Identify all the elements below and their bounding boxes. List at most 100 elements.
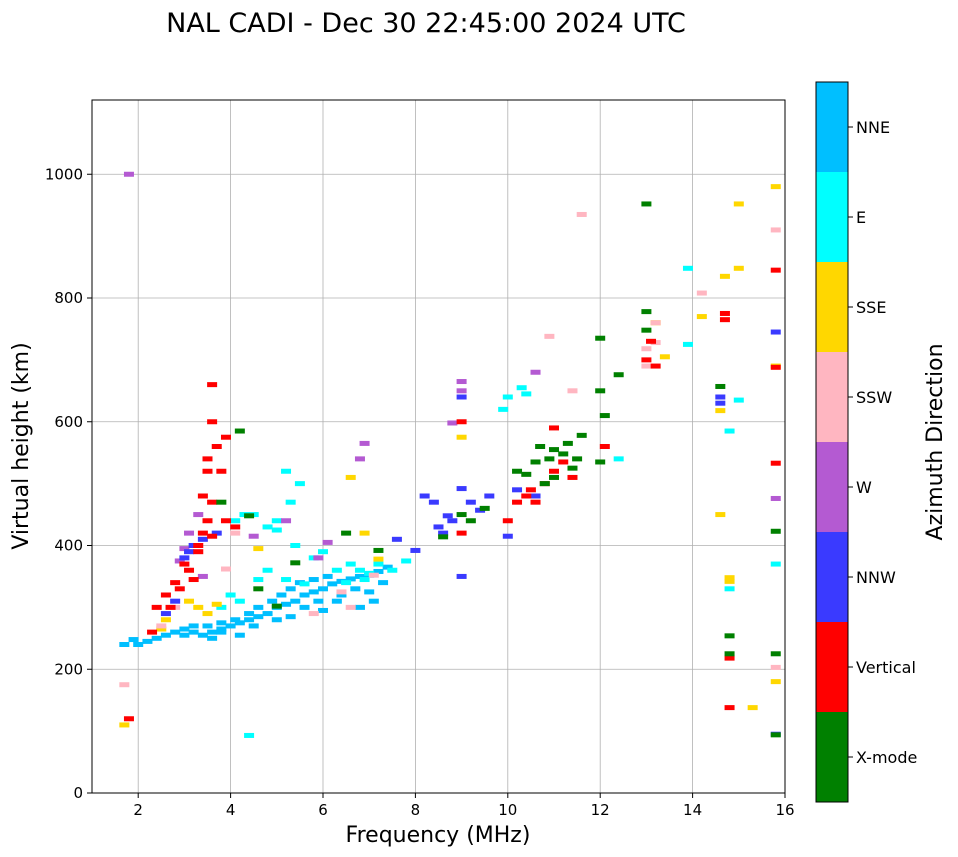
point-x-mode — [271, 603, 282, 609]
point-nnw — [419, 493, 430, 499]
point-e — [281, 577, 292, 583]
colorbar-label: NNE — [856, 118, 890, 137]
colorbar-label: E — [856, 208, 866, 227]
point-vertical — [211, 444, 222, 449]
point-x-mode — [641, 201, 652, 207]
point-x-mode — [770, 732, 781, 738]
point-nne — [128, 637, 139, 643]
point-sse — [719, 273, 730, 279]
point-nne — [230, 617, 241, 623]
point-nne — [364, 589, 375, 595]
point-nne — [285, 586, 296, 592]
point-e — [498, 406, 509, 412]
point-w — [179, 546, 190, 552]
point-nne — [350, 586, 361, 592]
point-vertical — [770, 364, 781, 370]
y-tick-label: 400 — [54, 537, 83, 555]
point-nne — [202, 623, 213, 629]
point-w — [456, 379, 467, 385]
point-w — [456, 388, 467, 394]
point-w — [322, 539, 333, 545]
point-nne — [244, 611, 255, 617]
point-e — [290, 543, 301, 548]
point-sse — [747, 705, 758, 711]
point-sse — [373, 556, 384, 562]
point-vertical — [184, 567, 195, 573]
point-vertical — [549, 425, 559, 431]
point-x-mode — [770, 651, 781, 657]
point-vertical — [207, 499, 218, 505]
point-x-mode — [253, 586, 264, 592]
point-x-mode — [521, 471, 532, 477]
point-e — [387, 567, 398, 573]
point-vertical — [502, 518, 513, 524]
point-vertical — [193, 543, 204, 548]
point-nne — [336, 592, 347, 598]
point-w — [193, 512, 204, 518]
colorbar-label: Vertical — [856, 658, 916, 677]
colorbar-segment-vertical — [816, 622, 848, 712]
point-ssw — [641, 363, 652, 369]
point-sse — [715, 512, 726, 518]
point-sse — [253, 546, 264, 552]
colorbar-frame — [815, 81, 849, 803]
point-nne — [225, 623, 236, 629]
point-nne — [248, 623, 259, 629]
point-x-mode — [595, 388, 606, 394]
point-vertical — [165, 604, 176, 610]
point-nnw — [770, 329, 781, 335]
point-vertical — [193, 549, 204, 555]
point-e — [613, 456, 624, 462]
point-x-mode — [234, 428, 245, 434]
point-ssw — [345, 604, 356, 610]
point-nne — [267, 598, 278, 604]
point-w — [359, 440, 370, 446]
x-tick-label: 2 — [133, 801, 143, 819]
point-ssw — [308, 611, 319, 617]
point-vertical — [230, 524, 241, 530]
point-x-mode — [641, 327, 652, 333]
point-nne — [378, 580, 389, 586]
point-sse — [456, 434, 467, 440]
point-nne — [313, 598, 324, 604]
point-nne — [188, 629, 199, 635]
point-w — [281, 518, 292, 524]
point-vertical — [530, 499, 541, 505]
point-e — [318, 549, 328, 555]
point-e — [770, 561, 781, 567]
point-sse — [733, 201, 744, 207]
point-nne — [188, 623, 199, 629]
point-nne — [281, 601, 292, 607]
point-sse — [733, 265, 744, 271]
colorbar-label: SSE — [856, 298, 886, 317]
point-x-mode — [567, 465, 578, 471]
point-nnw — [715, 400, 726, 406]
point-ssw — [544, 333, 555, 339]
point-nne — [318, 607, 328, 613]
point-e — [521, 391, 532, 397]
point-nne — [216, 626, 227, 632]
point-vertical — [202, 456, 213, 462]
point-vertical — [123, 716, 134, 722]
colorbar-segment-e — [816, 172, 848, 262]
point-nne — [216, 629, 227, 635]
x-tick-label: 8 — [411, 801, 421, 819]
point-x-mode — [479, 505, 490, 511]
point-x-mode — [595, 459, 606, 465]
point-e — [244, 732, 255, 738]
point-vertical — [220, 518, 231, 524]
point-vertical — [724, 655, 735, 661]
point-e — [502, 394, 513, 400]
point-vertical — [567, 474, 578, 480]
point-nne — [179, 632, 190, 638]
point-nne — [285, 614, 296, 620]
point-sse — [724, 575, 735, 581]
point-e — [234, 598, 245, 604]
point-nne — [331, 598, 342, 604]
point-nne — [119, 642, 130, 647]
x-tick-label: 6 — [318, 801, 328, 819]
point-x-mode — [599, 413, 610, 419]
axis-ticks: 2 4 6 8 10 12 14 16 0 200 400 600 800 1000 — [45, 165, 795, 819]
x-tick-label: 12 — [591, 801, 610, 819]
